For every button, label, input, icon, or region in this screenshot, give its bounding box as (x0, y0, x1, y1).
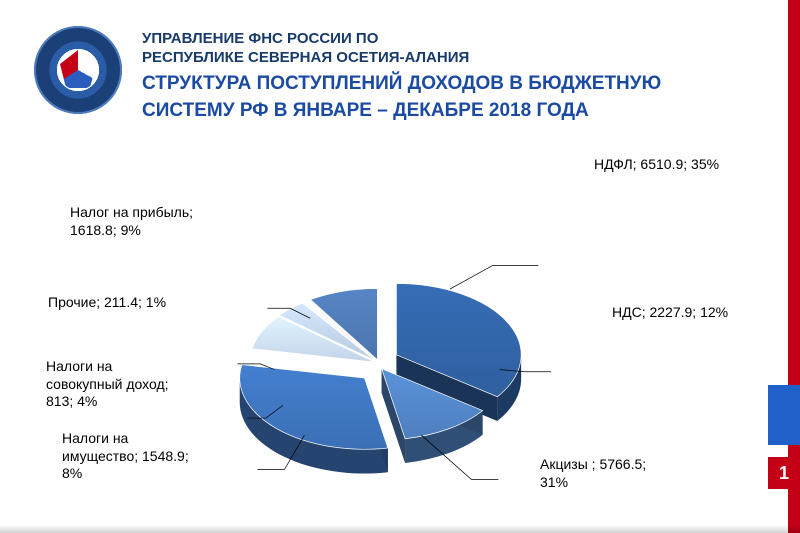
label-ndfl: НДФЛ; 6510.9; 35% (594, 156, 719, 174)
slide: 1 УПРАВЛЕНИЕ ФНС РОССИИ ПО РЕСПУБЛИКЕ СЕ… (0, 0, 800, 533)
label-aggregate: Налоги на совокупный доход; 813; 4% (46, 358, 169, 411)
fns-logo (34, 26, 122, 114)
label-other: Прочие; 211.4; 1% (48, 294, 166, 312)
label-property: Налоги на имущество; 1548.9; 8% (62, 430, 189, 483)
title-line-2: СИСТЕМУ РФ В ЯНВАРЕ – ДЕКАБРЕ 2018 ГОДА (142, 99, 740, 123)
label-excise: Акцизы ; 5766.5; 31% (540, 456, 646, 491)
org-line-2: РЕСПУБЛИКЕ СЕВЕРНАЯ ОСЕТИЯ-АЛАНИЯ (142, 49, 740, 68)
label-nds: НДС; 2227.9; 12% (612, 304, 728, 322)
title-line-1: СТРУКТУРА ПОСТУПЛЕНИЙ ДОХОДОВ В БЮДЖЕТНУ… (142, 72, 740, 96)
leader-ndfl (450, 265, 538, 289)
org-line-1: УПРАВЛЕНИЕ ФНС РОССИИ ПО (142, 30, 740, 49)
bottom-shadow (0, 525, 800, 533)
eagle-icon (67, 59, 89, 81)
label-profit: Налог на прибыль; 1618.8; 9% (70, 204, 193, 239)
header: УПРАВЛЕНИЕ ФНС РОССИИ ПО РЕСПУБЛИКЕ СЕВЕ… (142, 30, 740, 123)
